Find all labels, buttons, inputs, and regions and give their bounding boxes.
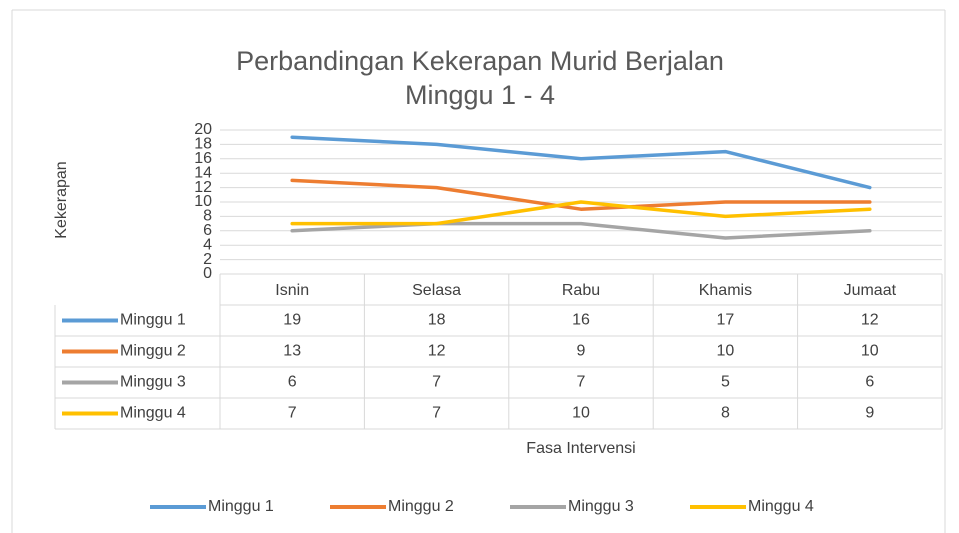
table-cell: 8 [721, 405, 730, 422]
table-cell: 6 [865, 374, 874, 391]
legend-label: Minggu 1 [208, 498, 274, 515]
table-cell: 6 [288, 374, 297, 391]
legend-label: Minggu 3 [568, 498, 634, 515]
y-tick-label: 6 [203, 222, 212, 239]
table-cell: 7 [432, 374, 441, 391]
table-cell: 10 [717, 343, 735, 360]
table-row-label: Minggu 3 [120, 374, 186, 391]
y-tick-label: 0 [203, 265, 212, 282]
table-cell: 9 [577, 343, 586, 360]
x-tick-label: Selasa [412, 282, 461, 299]
table-cell: 10 [861, 343, 879, 360]
table-cell: 7 [432, 405, 441, 422]
table-row-label: Minggu 2 [120, 343, 186, 360]
x-tick-label: Jumaat [844, 282, 897, 299]
legend-label: Minggu 4 [748, 498, 814, 515]
y-axis-label: Kekerapan [53, 161, 70, 238]
y-tick-label: 16 [194, 150, 212, 167]
table-cell: 16 [572, 312, 590, 329]
y-tick-label: 8 [203, 208, 212, 225]
y-tick-label: 2 [203, 251, 212, 268]
table-cell: 19 [283, 312, 301, 329]
y-tick-label: 14 [194, 164, 212, 181]
table-cell: 7 [577, 374, 586, 391]
y-tick-label: 10 [194, 193, 212, 210]
x-tick-label: Isnin [275, 282, 309, 299]
table-cell: 7 [288, 405, 297, 422]
table-cell: 17 [717, 312, 735, 329]
y-tick-label: 20 [194, 121, 212, 138]
series-line [290, 178, 872, 211]
table-row-label: Minggu 1 [120, 312, 186, 329]
table-cell: 12 [861, 312, 879, 329]
y-tick-label: 4 [203, 236, 212, 253]
x-tick-label: Rabu [562, 282, 600, 299]
table-cell: 12 [428, 343, 446, 360]
table-cell: 18 [428, 312, 446, 329]
table-cell: 13 [283, 343, 301, 360]
chart-title: Perbandingan Kekerapan Murid Berjalan Mi… [236, 46, 724, 110]
y-tick-label: 12 [194, 179, 212, 196]
x-axis-label: Fasa Intervensi [526, 440, 635, 457]
table-cell: 5 [721, 374, 730, 391]
table-cell: 10 [572, 405, 590, 422]
table-cell: 9 [865, 405, 874, 422]
series-line [290, 200, 872, 226]
series-line [290, 221, 872, 240]
x-tick-label: Khamis [699, 282, 752, 299]
y-tick-label: 18 [194, 136, 212, 153]
table-row-label: Minggu 4 [120, 405, 186, 422]
series-line [290, 135, 872, 190]
legend-label: Minggu 2 [388, 498, 454, 515]
